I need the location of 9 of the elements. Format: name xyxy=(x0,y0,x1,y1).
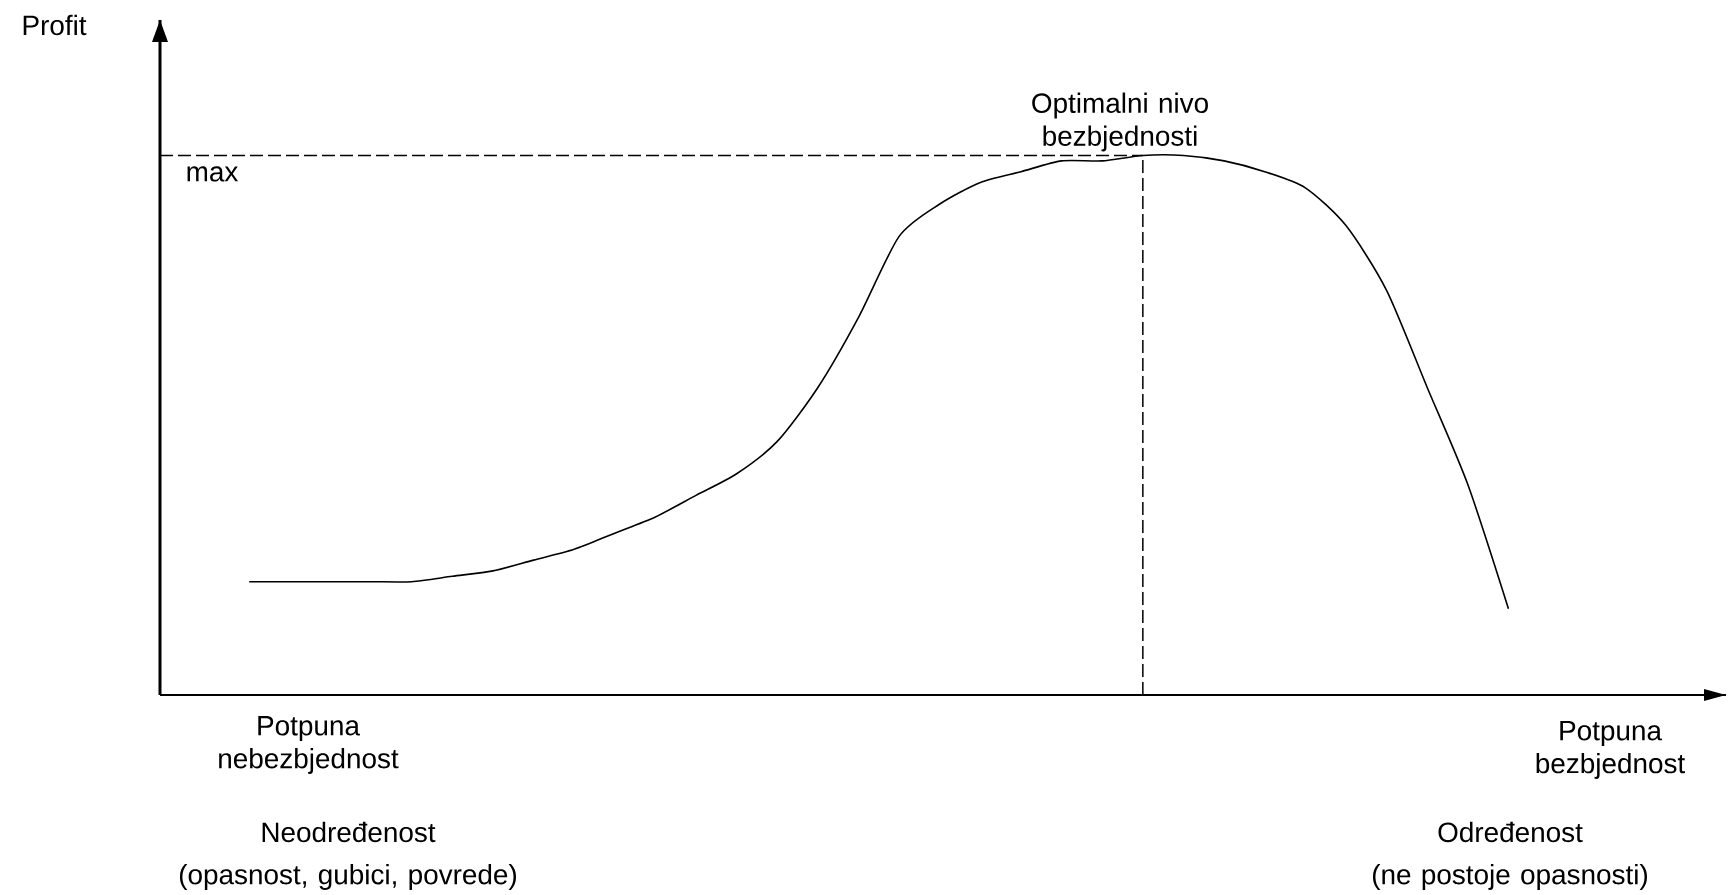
text: Određenost xyxy=(1438,821,1583,843)
text: Potpuna nebezbjednost xyxy=(219,716,399,774)
text: Potpuna bezbjednost xyxy=(1536,721,1685,779)
text: (opasnost, gubici, povrede) xyxy=(179,863,516,890)
annotation: max xyxy=(187,166,239,182)
text: (ne postoje opasnosti) xyxy=(1372,863,1648,890)
text: Profit xyxy=(23,14,87,36)
text: Neodređenost xyxy=(262,821,436,843)
text: Optimalni nivo bezbjednosti xyxy=(1032,92,1208,152)
